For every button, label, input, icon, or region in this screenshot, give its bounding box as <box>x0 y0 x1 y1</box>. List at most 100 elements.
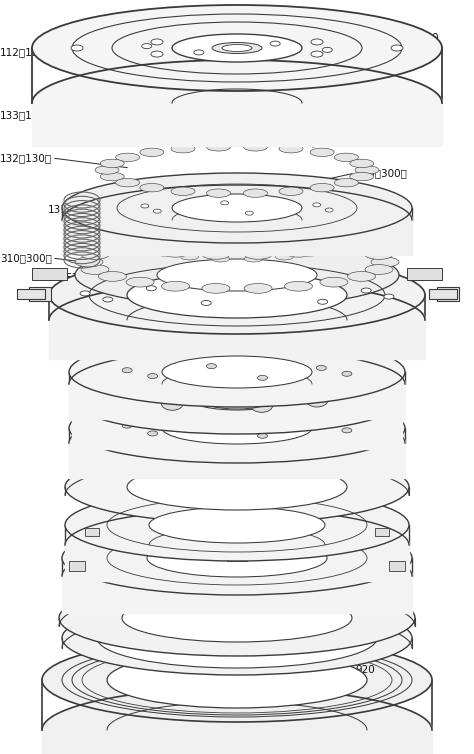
Ellipse shape <box>202 250 230 259</box>
Ellipse shape <box>140 183 164 192</box>
Ellipse shape <box>257 375 267 380</box>
Ellipse shape <box>100 173 124 181</box>
Ellipse shape <box>80 291 90 296</box>
Ellipse shape <box>244 197 272 207</box>
Text: 111（110）: 111（110） <box>355 130 407 140</box>
Ellipse shape <box>211 222 229 228</box>
Text: 132（130）: 132（130） <box>0 153 52 163</box>
Ellipse shape <box>320 244 348 253</box>
Ellipse shape <box>95 166 119 174</box>
Ellipse shape <box>365 231 393 241</box>
Ellipse shape <box>161 397 183 410</box>
Ellipse shape <box>316 420 327 425</box>
Ellipse shape <box>301 228 319 234</box>
Ellipse shape <box>126 237 154 247</box>
Ellipse shape <box>334 153 358 161</box>
Ellipse shape <box>49 256 425 334</box>
Text: 900: 900 <box>355 610 374 620</box>
Bar <box>85 528 99 536</box>
Ellipse shape <box>126 203 154 213</box>
Ellipse shape <box>62 173 412 243</box>
Ellipse shape <box>244 231 272 241</box>
Ellipse shape <box>320 203 348 213</box>
Ellipse shape <box>171 145 195 153</box>
Ellipse shape <box>151 39 163 45</box>
Text: 510: 510 <box>65 273 85 283</box>
Ellipse shape <box>81 216 109 225</box>
Ellipse shape <box>325 208 333 212</box>
Ellipse shape <box>212 42 262 54</box>
Ellipse shape <box>99 271 127 281</box>
Ellipse shape <box>147 431 158 436</box>
Ellipse shape <box>284 199 312 209</box>
Ellipse shape <box>107 652 367 708</box>
Ellipse shape <box>116 179 140 187</box>
Ellipse shape <box>181 253 199 260</box>
Ellipse shape <box>172 34 302 62</box>
Ellipse shape <box>192 390 282 410</box>
Bar <box>389 561 405 571</box>
Ellipse shape <box>75 257 103 267</box>
Text: 133（130）: 133（130） <box>0 110 52 120</box>
Bar <box>429 289 457 299</box>
Ellipse shape <box>342 428 352 433</box>
Ellipse shape <box>103 297 113 302</box>
Ellipse shape <box>301 250 319 256</box>
Ellipse shape <box>313 203 321 207</box>
Ellipse shape <box>322 48 332 52</box>
Text: 420: 420 <box>355 383 375 393</box>
Ellipse shape <box>140 148 164 157</box>
Ellipse shape <box>116 153 140 161</box>
Ellipse shape <box>139 233 157 239</box>
Ellipse shape <box>172 194 302 222</box>
Ellipse shape <box>65 489 409 561</box>
Bar <box>437 287 459 301</box>
Ellipse shape <box>317 233 335 239</box>
Ellipse shape <box>361 288 371 293</box>
Ellipse shape <box>122 368 132 372</box>
Ellipse shape <box>284 247 312 257</box>
Ellipse shape <box>162 356 312 388</box>
Ellipse shape <box>42 638 432 722</box>
Ellipse shape <box>384 294 394 299</box>
Ellipse shape <box>139 245 157 251</box>
Text: 520: 520 <box>330 210 350 220</box>
Ellipse shape <box>202 231 230 241</box>
Ellipse shape <box>245 222 263 228</box>
Ellipse shape <box>153 209 161 213</box>
Text: 920: 920 <box>355 665 375 675</box>
Ellipse shape <box>81 250 109 259</box>
Bar <box>29 287 51 301</box>
Ellipse shape <box>75 223 103 233</box>
Ellipse shape <box>350 159 374 167</box>
Ellipse shape <box>155 228 173 234</box>
Text: 1: 1 <box>418 323 425 333</box>
Ellipse shape <box>151 51 163 57</box>
Text: 400: 400 <box>375 403 395 413</box>
Bar <box>32 268 67 280</box>
Ellipse shape <box>155 250 173 256</box>
Ellipse shape <box>161 390 183 403</box>
Ellipse shape <box>279 187 303 195</box>
Ellipse shape <box>99 243 127 253</box>
Ellipse shape <box>310 183 334 192</box>
Ellipse shape <box>207 143 230 151</box>
Ellipse shape <box>347 243 375 253</box>
Ellipse shape <box>251 388 273 402</box>
Ellipse shape <box>127 272 347 318</box>
Ellipse shape <box>244 250 272 259</box>
Ellipse shape <box>279 145 303 153</box>
Ellipse shape <box>320 277 348 287</box>
Ellipse shape <box>162 412 312 444</box>
Ellipse shape <box>323 239 341 245</box>
Ellipse shape <box>310 148 334 157</box>
Ellipse shape <box>100 159 124 167</box>
Ellipse shape <box>202 284 230 293</box>
Ellipse shape <box>263 284 273 290</box>
Ellipse shape <box>201 300 211 305</box>
Ellipse shape <box>126 277 154 287</box>
Ellipse shape <box>157 259 317 291</box>
Ellipse shape <box>59 580 415 656</box>
Ellipse shape <box>355 166 379 174</box>
Ellipse shape <box>207 418 217 423</box>
